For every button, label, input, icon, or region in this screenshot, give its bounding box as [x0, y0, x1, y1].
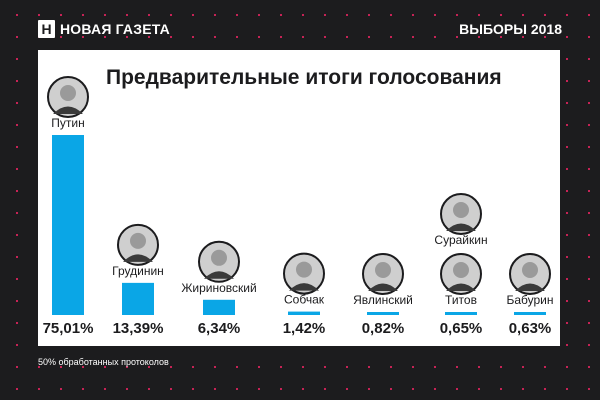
value-label-6: 0,63%: [509, 320, 552, 337]
portrait-6-head: [522, 262, 538, 278]
category-label-2: Жириновский: [181, 281, 256, 295]
category-label-4: Явлинский: [353, 293, 413, 307]
portrait-0: [47, 76, 89, 118]
bar-candidate-5[interactable]: [445, 312, 477, 315]
logo-text: НОВАЯ ГАЗЕТА: [60, 21, 170, 37]
portrait-6: [509, 253, 551, 295]
value-label-4: 0,82%: [362, 320, 405, 337]
value-label-3: 1,42%: [283, 320, 326, 337]
logo[interactable]: Н НОВАЯ ГАЗЕТА: [38, 20, 170, 38]
category-label-6: Бабурин: [506, 293, 553, 307]
portrait-2-head: [211, 249, 227, 266]
section-label: ВЫБОРЫ 2018: [459, 21, 562, 37]
bar-candidate-6[interactable]: [514, 312, 546, 315]
portrait-1-head: [130, 232, 146, 249]
footnote: 50% обработанных протоколов: [38, 357, 169, 367]
portrait-6-shoulders: [515, 283, 545, 291]
portrait-3-shoulders: [289, 283, 319, 291]
chart-title: Предварительные итоги голосования: [106, 66, 502, 89]
category-label-1: Грудинин: [112, 264, 164, 278]
category-label-extra: Сурайкин: [434, 233, 487, 247]
portrait-5-head: [453, 262, 469, 278]
portrait-4-head: [375, 262, 391, 278]
portrait-2: [198, 240, 240, 283]
portrait-1: [117, 223, 159, 266]
portrait-3-head: [296, 261, 312, 278]
portrait-0-shoulders: [53, 106, 83, 114]
category-label-0: Путин: [51, 116, 84, 130]
bar-candidate-3[interactable]: [288, 311, 320, 315]
portrait-3: [283, 252, 325, 295]
value-label-1: 13,39%: [113, 320, 164, 337]
category-label-3: Собчак: [284, 293, 325, 307]
bar-candidate-0[interactable]: [52, 135, 84, 315]
portrait-2-shoulders: [204, 271, 234, 279]
portrait-5: [440, 253, 482, 295]
portrait-extra-head: [453, 202, 469, 218]
header: Н НОВАЯ ГАЗЕТА ВЫБОРЫ 2018: [0, 0, 600, 40]
portrait-4-shoulders: [368, 283, 398, 291]
value-label-2: 6,34%: [198, 320, 241, 337]
bar-candidate-1[interactable]: [122, 282, 154, 315]
category-label-5: Титов: [445, 293, 477, 307]
logo-mark-icon: Н: [38, 20, 55, 38]
portrait-4: [362, 253, 404, 295]
value-label-0: 75,01%: [43, 320, 94, 337]
portrait-1-shoulders: [123, 254, 153, 262]
value-label-5: 0,65%: [440, 320, 483, 337]
portrait-extra: [440, 193, 482, 235]
bar-candidate-4[interactable]: [367, 312, 399, 315]
portrait-0-head: [60, 85, 76, 101]
bar-candidate-2[interactable]: [203, 299, 235, 315]
portrait-5-shoulders: [446, 283, 476, 291]
portrait-extra-shoulders: [446, 223, 476, 231]
